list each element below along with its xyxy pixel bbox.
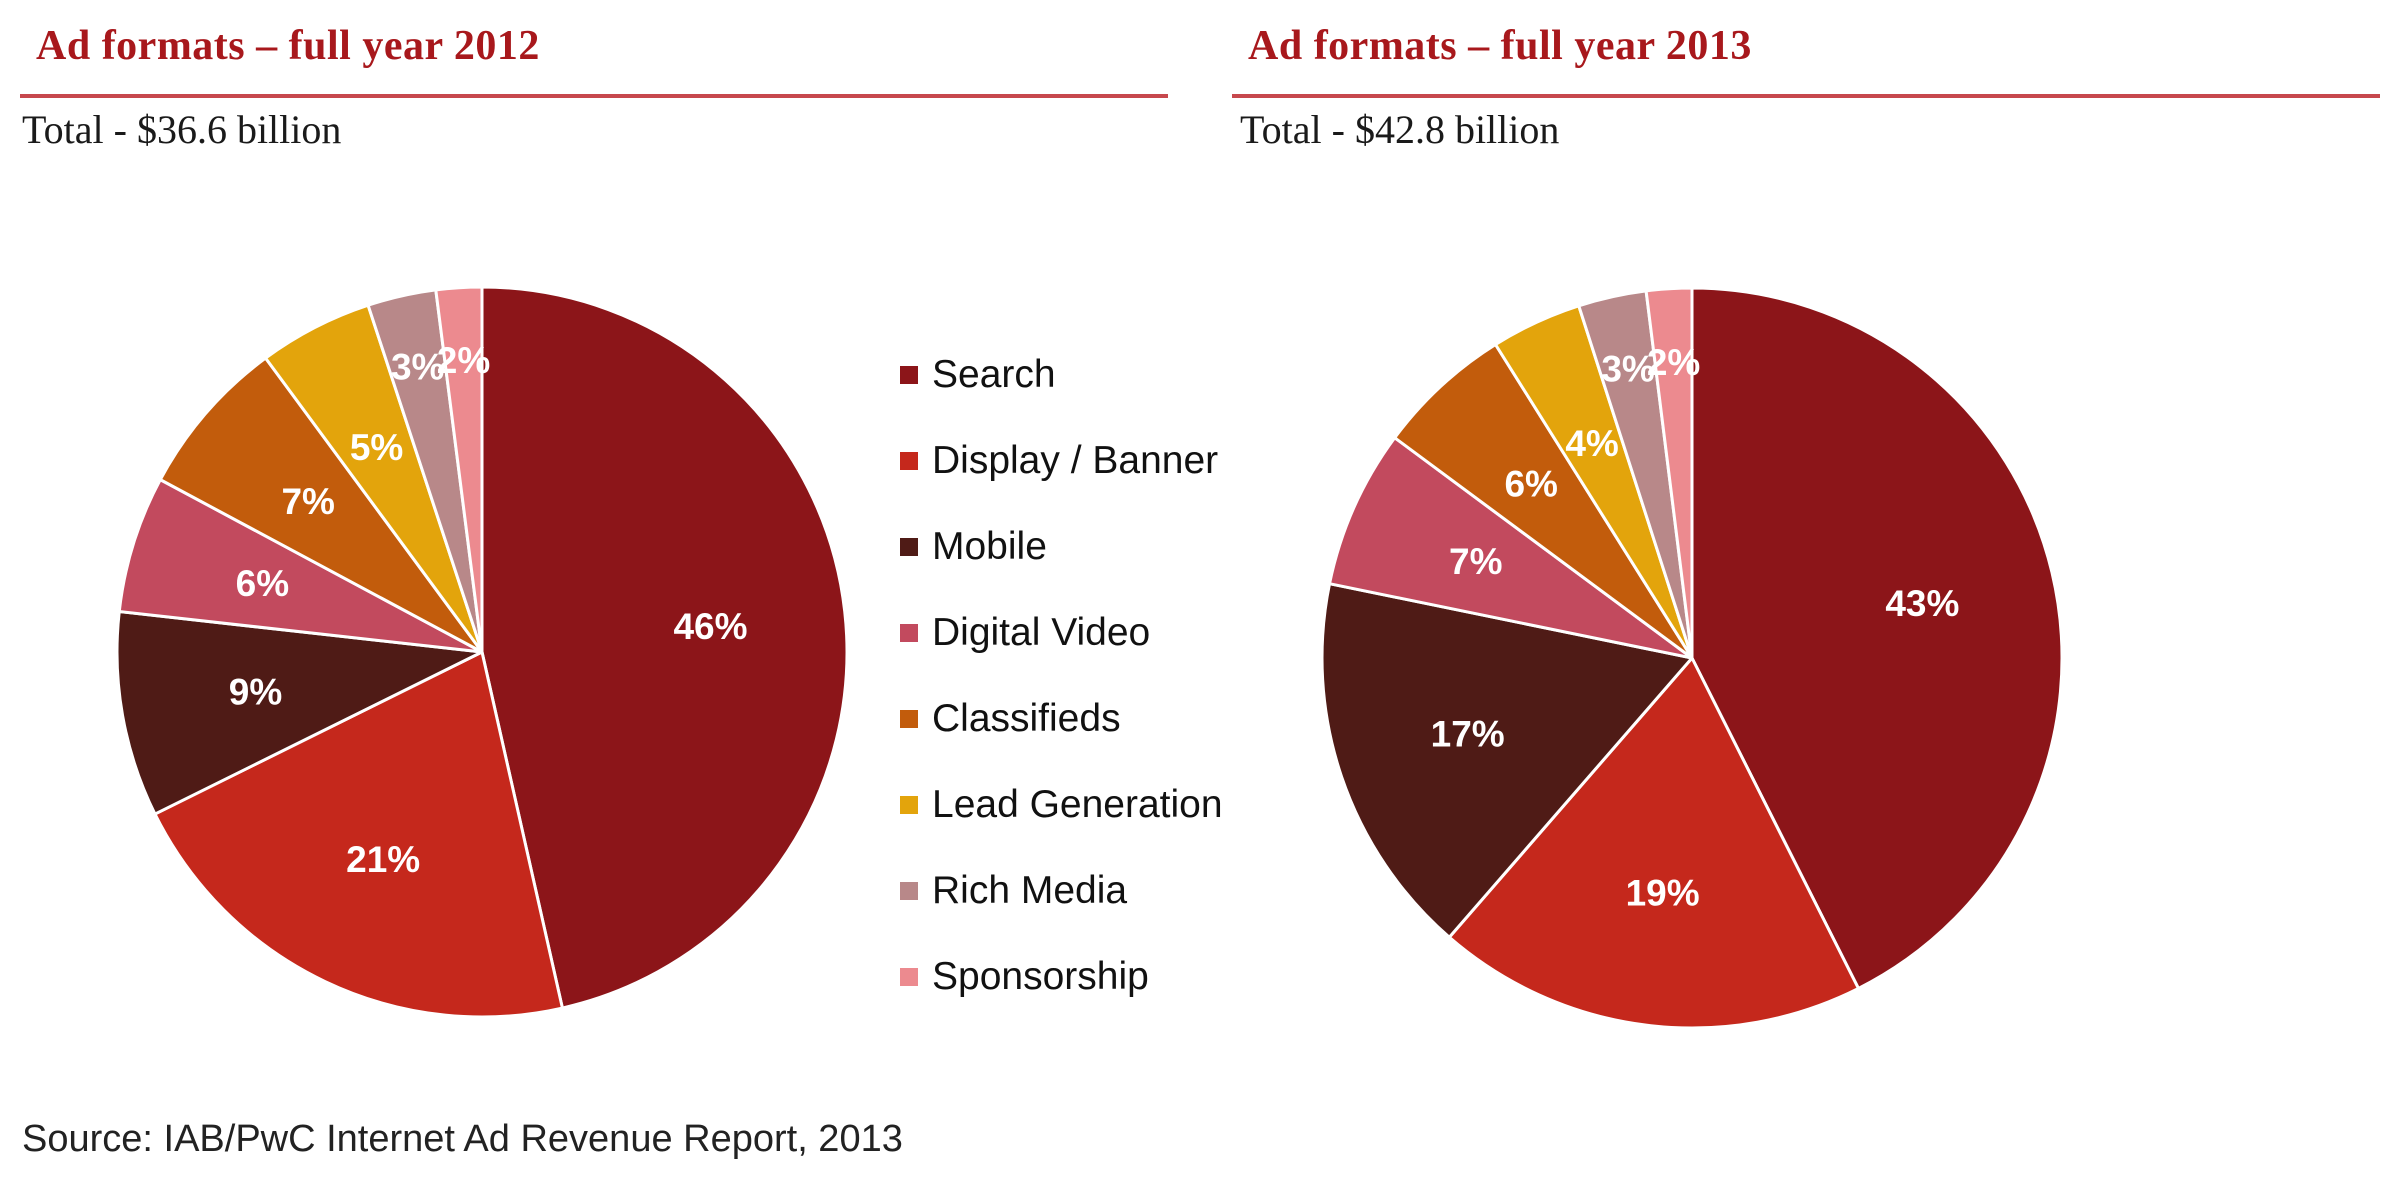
pie-slice-search [480, 285, 849, 1010]
legend-item: Lead Generation [900, 762, 1223, 848]
pie-slice-classifieds [1393, 342, 1694, 660]
chart-subtitle-2012: Total - $36.6 billion [22, 107, 342, 152]
title-rule-2012 [20, 94, 1168, 98]
legend-item: Sponsorship [900, 934, 1223, 1020]
legend-swatch [900, 366, 918, 384]
legend-swatch [900, 710, 918, 728]
legend-swatch [900, 624, 918, 642]
pie-chart-2012: 46% 21% 9% 6% 7% 5% 3%2% [115, 285, 849, 1019]
pie-chart-2013: 43% 19% 17% 7%6%4% 3%2% [1320, 286, 2064, 1030]
legend-label: Lead Generation [932, 783, 1223, 826]
title-rule-2013 [1232, 94, 2380, 98]
legend-label: Search [932, 353, 1056, 396]
slice-value-label: 9% [229, 671, 282, 712]
slice-value-label: 46% [673, 606, 747, 647]
slice-value-label: 6% [236, 563, 289, 604]
pie-slice-display-banner [1447, 656, 1860, 1030]
pie-slice-digital-video [117, 478, 484, 654]
legend-item: Digital Video [900, 590, 1223, 676]
legend-item: Display / Banner [900, 418, 1223, 504]
slice-value-label: 4% [1565, 423, 1618, 464]
legend: Search Display / Banner Mobile Digital Vide… [900, 332, 1223, 1020]
slice-value-label: 21% [346, 839, 420, 880]
pie-slice-sponsorship [434, 285, 484, 654]
slice-value-label: 19% [1626, 873, 1700, 914]
source-note: Source: IAB/PwC Internet Ad Revenue Repo… [22, 1118, 903, 1160]
legend-swatch [900, 452, 918, 470]
pie-slice-mobile [115, 610, 484, 816]
legend-swatch [900, 796, 918, 814]
slice-value-label: 2% [1647, 342, 1700, 383]
slice-value-label: 3% [1601, 349, 1654, 390]
legend-item: Search [900, 332, 1223, 418]
legend-item: Mobile [900, 504, 1223, 590]
pie-slice-classifieds [158, 356, 484, 654]
legend-item: Rich Media [900, 848, 1223, 934]
slice-value-label: 2% [437, 340, 490, 381]
legend-swatch [900, 882, 918, 900]
pie-slice-mobile [1320, 582, 1694, 939]
legend-label: Rich Media [932, 869, 1128, 912]
slice-value-label: 5% [350, 427, 403, 468]
legend-swatch [900, 538, 918, 556]
slice-value-label: 3% [391, 347, 444, 388]
chart-title-2012: Ad formats – full year 2012 [36, 23, 540, 69]
slice-value-label: 7% [281, 481, 334, 522]
slice-value-label: 43% [1885, 583, 1959, 624]
legend-swatch [900, 968, 918, 986]
pie-slice-display-banner [153, 650, 564, 1019]
legend-label: Classifieds [932, 697, 1121, 740]
slice-value-label: 17% [1431, 714, 1505, 755]
slice-value-label: 7% [1449, 541, 1502, 582]
pie-slice-digital-video [1328, 436, 1694, 660]
pie-slice-search [1690, 286, 2064, 990]
legend-label: Digital Video [932, 611, 1151, 654]
chart-title-2013: Ad formats – full year 2013 [1248, 23, 1752, 69]
chart-subtitle-2013: Total - $42.8 billion [1240, 107, 1560, 152]
pie-slice-sponsorship [1644, 286, 1694, 660]
legend-label: Sponsorship [932, 955, 1149, 998]
legend-label: Display / Banner [932, 439, 1219, 482]
legend-item: Classifieds [900, 676, 1223, 762]
slice-value-label: 6% [1504, 464, 1557, 505]
legend-label: Mobile [932, 525, 1047, 568]
